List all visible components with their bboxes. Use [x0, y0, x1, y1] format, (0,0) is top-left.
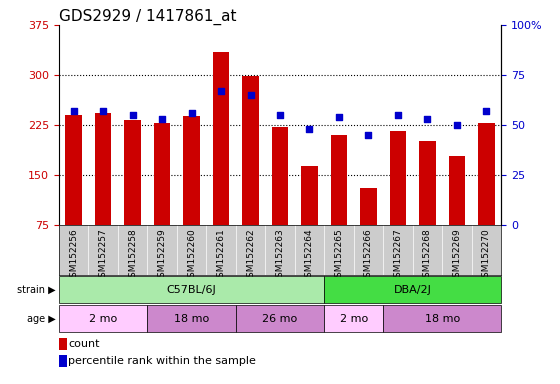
Text: age ▶: age ▶ [27, 314, 56, 324]
Bar [59, 338, 67, 350]
Point [157, 116, 166, 122]
Bar [301, 166, 318, 225]
Point [69, 108, 78, 114]
FancyBboxPatch shape [147, 305, 236, 332]
Text: GSM152267: GSM152267 [394, 228, 403, 283]
Text: GSM152268: GSM152268 [423, 228, 432, 283]
Text: percentile rank within the sample: percentile rank within the sample [68, 356, 256, 366]
Point [305, 126, 314, 132]
Bar [419, 141, 436, 225]
Bar [449, 156, 465, 225]
Text: GSM152265: GSM152265 [334, 228, 343, 283]
Point [452, 122, 461, 128]
Text: GSM152264: GSM152264 [305, 228, 314, 283]
Text: GSM152269: GSM152269 [452, 228, 461, 283]
Text: C57BL/6J: C57BL/6J [167, 285, 216, 295]
Bar [390, 131, 406, 225]
Point [276, 112, 284, 118]
Bar [95, 114, 111, 225]
FancyBboxPatch shape [59, 305, 147, 332]
Bar [331, 135, 347, 225]
Text: 2 mo: 2 mo [339, 314, 368, 324]
Text: 2 mo: 2 mo [89, 314, 117, 324]
Bar [184, 116, 199, 225]
Point [99, 108, 108, 114]
Bar [272, 127, 288, 225]
Bar [59, 355, 67, 367]
Bar [66, 115, 82, 225]
Text: 18 mo: 18 mo [424, 314, 460, 324]
Text: GSM152262: GSM152262 [246, 228, 255, 283]
Point [128, 112, 137, 118]
FancyBboxPatch shape [59, 276, 324, 303]
Point [482, 108, 491, 114]
Point [364, 132, 373, 138]
Bar [124, 120, 141, 225]
Text: GSM152263: GSM152263 [276, 228, 284, 283]
FancyBboxPatch shape [324, 305, 383, 332]
Point [217, 88, 226, 94]
Text: GSM152266: GSM152266 [364, 228, 373, 283]
Text: DBA/2J: DBA/2J [394, 285, 432, 295]
Point [394, 112, 403, 118]
Bar [213, 51, 229, 225]
Text: GSM152257: GSM152257 [99, 228, 108, 283]
Point [423, 116, 432, 122]
Text: strain ▶: strain ▶ [17, 285, 56, 295]
Text: GSM152260: GSM152260 [187, 228, 196, 283]
Text: GSM152259: GSM152259 [157, 228, 166, 283]
Text: GSM152256: GSM152256 [69, 228, 78, 283]
Point [334, 114, 343, 120]
Point [187, 110, 196, 116]
Bar [154, 123, 170, 225]
FancyBboxPatch shape [324, 276, 501, 303]
Text: count: count [68, 339, 100, 349]
Text: 18 mo: 18 mo [174, 314, 209, 324]
Bar [478, 123, 494, 225]
Text: GDS2929 / 1417861_at: GDS2929 / 1417861_at [59, 9, 236, 25]
Text: GSM152261: GSM152261 [217, 228, 226, 283]
Bar [242, 76, 259, 225]
Text: GSM152258: GSM152258 [128, 228, 137, 283]
Point [246, 92, 255, 98]
Bar [361, 188, 376, 225]
Text: 26 mo: 26 mo [263, 314, 297, 324]
Text: GSM152270: GSM152270 [482, 228, 491, 283]
FancyBboxPatch shape [383, 305, 501, 332]
FancyBboxPatch shape [236, 305, 324, 332]
